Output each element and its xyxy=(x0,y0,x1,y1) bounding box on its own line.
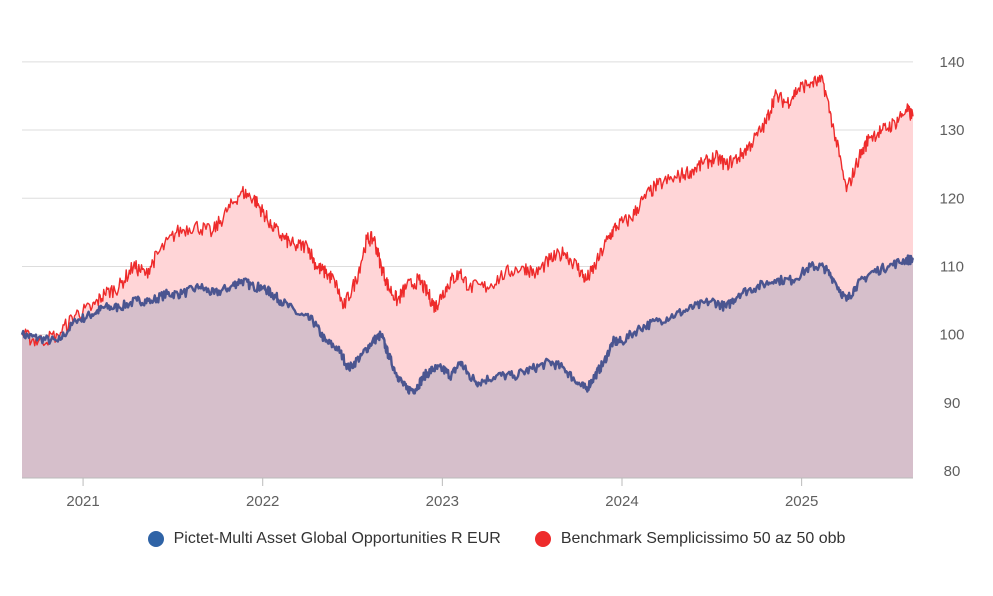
legend-label-fund: Pictet-Multi Asset Global Opportunities … xyxy=(173,530,501,547)
y-tick-label-100: 100 xyxy=(939,327,964,344)
y-tick-label-130: 130 xyxy=(939,122,964,139)
legend-label-benchmark: Benchmark Semplicissimo 50 az 50 obb xyxy=(560,530,846,547)
legend-marker-fund-icon xyxy=(147,531,164,547)
performance-chart: 2021 2022 2023 2024 2025 80 90 100 110 120 130 140 xyxy=(20,54,965,510)
fund-area xyxy=(22,255,913,478)
y-tick-label-80: 80 xyxy=(944,463,961,480)
x-tick-label-2021: 2021 xyxy=(66,493,99,510)
legend: Pictet-Multi Asset Global Opportunities … xyxy=(0,530,993,548)
area-layer xyxy=(22,75,913,478)
axis-layer: 2021 2022 2023 2024 2025 80 90 100 110 120 130 140 xyxy=(22,54,965,510)
y-tick-label-140: 140 xyxy=(939,54,964,71)
y-tick-label-110: 110 xyxy=(940,259,964,276)
legend-item-benchmark[interactable]: Benchmark Semplicissimo 50 az 50 obb xyxy=(534,530,846,548)
x-tick-label-2022: 2022 xyxy=(246,493,279,510)
legend-item-fund[interactable]: Pictet-Multi Asset Global Opportunities … xyxy=(147,530,501,548)
x-tick-label-2024: 2024 xyxy=(605,493,638,510)
fund-series-line xyxy=(20,254,915,395)
legend-marker-benchmark-icon xyxy=(534,531,551,547)
y-tick-label-120: 120 xyxy=(939,190,964,207)
x-tick-label-2023: 2023 xyxy=(426,493,459,510)
x-tick-label-2025: 2025 xyxy=(785,493,818,510)
line-layer xyxy=(20,74,915,395)
y-tick-label-90: 90 xyxy=(944,395,961,412)
benchmark-series-line xyxy=(21,74,914,347)
